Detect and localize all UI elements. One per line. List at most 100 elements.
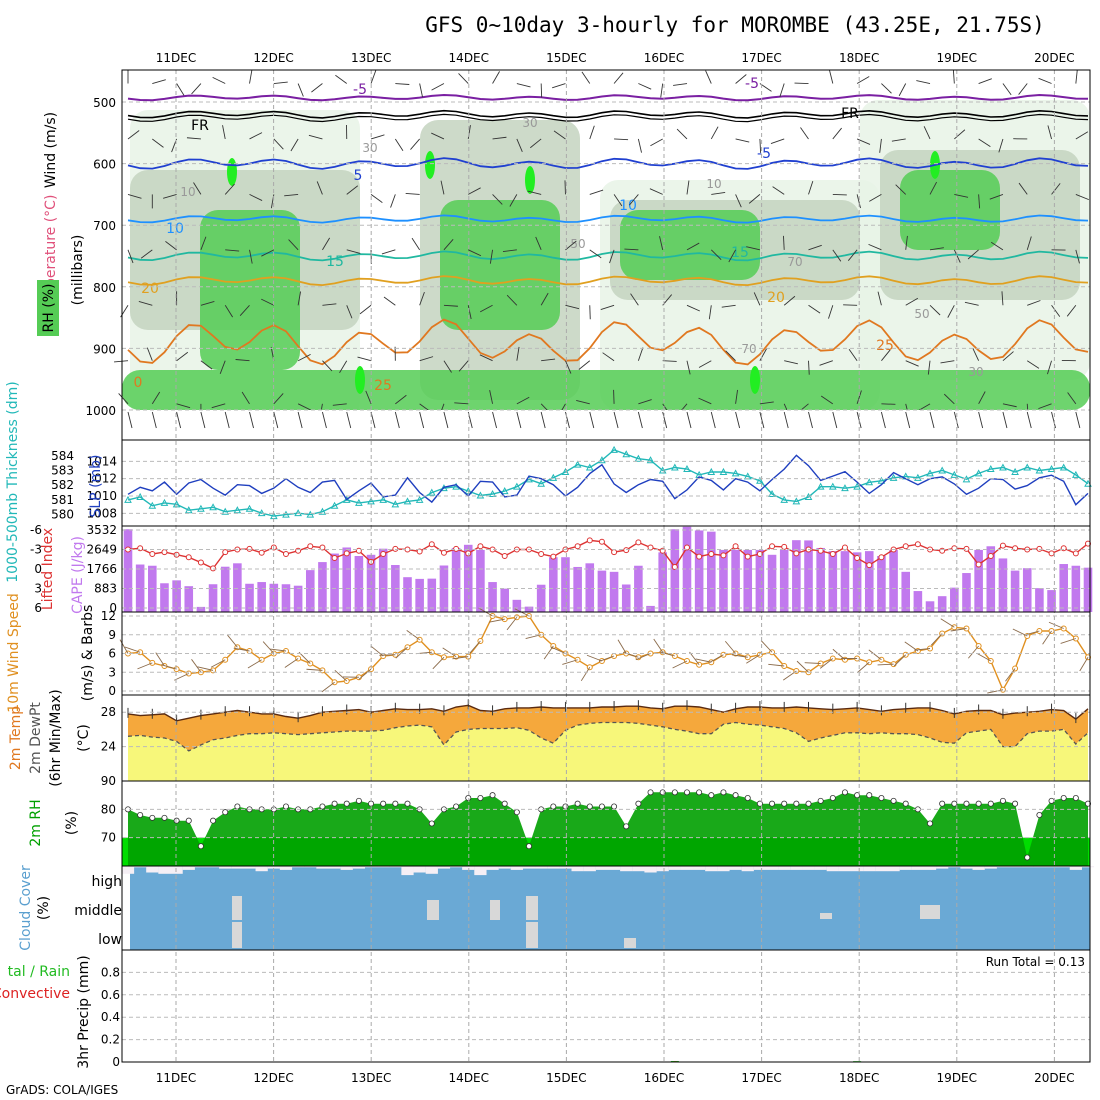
lifted-index-series-point [344, 551, 349, 556]
wind10-barb [725, 641, 735, 653]
cape-bar [877, 556, 886, 612]
cloud-high-gap [693, 866, 705, 870]
rh-contour-label: 10 [180, 185, 195, 199]
lifted-index-series-point [308, 544, 313, 549]
cape-bar [731, 550, 740, 612]
wind10-barb [371, 646, 383, 656]
lifted-index-series-point [988, 554, 993, 559]
precip-convective-label: Convective [0, 986, 70, 1002]
rh2m-point [223, 810, 228, 815]
wind10-barb [1049, 622, 1064, 628]
wind10-barb [322, 682, 335, 692]
wind10-tick: 12 [101, 609, 116, 623]
cloud-gap [920, 905, 940, 919]
lifted-index-series-point [551, 554, 556, 559]
rh2m-point [1061, 795, 1066, 800]
precip-tick: 0.8 [101, 965, 120, 979]
cape-bar [999, 558, 1008, 612]
lifted-index-series-point [830, 552, 835, 557]
cape-bar [1011, 571, 1020, 612]
rh-shading-region [200, 210, 300, 370]
temp-contour-label: -5 [757, 146, 771, 162]
cloud-high-gap [632, 866, 644, 871]
lifted-index-series-point [332, 555, 337, 560]
cape-bar [926, 601, 935, 612]
cloud-high-gap [146, 866, 158, 873]
rh2m-point [563, 804, 568, 809]
footer-label: GrADS: COLA/IGES [6, 1083, 118, 1097]
lifted-index-series-point [223, 550, 228, 555]
rh2m-point [526, 844, 531, 849]
rh-contour-label: 30 [362, 141, 377, 155]
lifted-index-series-point [1000, 543, 1005, 548]
wind10-barb [1043, 631, 1052, 644]
lifted-index-series-point [441, 550, 446, 555]
cape-bar [573, 567, 582, 612]
cape-tick: 2649 [86, 543, 117, 557]
thickness-tick: 580 [51, 508, 74, 522]
temp-contour-label: 10 [166, 221, 184, 237]
date-label-bottom: 17DEC [741, 1071, 781, 1085]
wind10-barb [581, 667, 589, 681]
precip-total-label: tal / Rain [8, 964, 70, 980]
pressure-tick-label: 900 [93, 342, 116, 356]
cape-bar [719, 550, 728, 612]
wind10-barb [192, 659, 201, 672]
rh2m-axis-label: 2m RH [28, 799, 44, 846]
lifted-index-series-point [587, 538, 592, 543]
cloud-axis-label: Cloud Cover [18, 865, 34, 951]
rh2m-point [672, 790, 677, 795]
rh2m-point [927, 821, 932, 826]
cloud-high-gap [900, 866, 912, 870]
cape-bar [172, 580, 181, 612]
date-label-bottom: 18DEC [839, 1071, 879, 1085]
lifted-index-series-point [721, 553, 726, 558]
wind10-tick: 9 [108, 628, 116, 642]
rh2m-point [235, 804, 240, 809]
precip-axis-label: 3hr Precip (mm) [76, 955, 92, 1068]
date-label-bottom: 15DEC [546, 1071, 586, 1085]
rh2m-tick: 70 [101, 831, 116, 845]
lifted-index-series-point [636, 540, 641, 545]
lifted-index-series-point [186, 555, 191, 560]
lifted-index-series-point [782, 544, 787, 549]
date-label-top: 13DEC [351, 51, 391, 65]
cape-bar [816, 548, 825, 612]
wind10-tick: 3 [108, 665, 116, 679]
cape-bar [671, 529, 680, 612]
date-label-top: 18DEC [839, 51, 879, 65]
date-label-top: 17DEC [741, 51, 781, 65]
cloud-high-gap [778, 866, 790, 870]
rh2m-point [976, 801, 981, 806]
cape-bar [379, 549, 388, 612]
cape-bar [865, 551, 874, 612]
cape-bar [221, 567, 230, 612]
wind10-barb [1005, 669, 1015, 682]
wind10-barb [894, 655, 906, 666]
cloud-gap [624, 938, 636, 948]
rh2m-point [332, 801, 337, 806]
lifted-index-series-point [198, 560, 203, 565]
cloud-high-gap [802, 866, 814, 870]
cloud-high-gap [863, 866, 875, 871]
lifted-index-series-point [393, 546, 398, 551]
rh2m-point [466, 795, 471, 800]
pressure-tick-label: 1000 [85, 404, 116, 418]
cloud-high-gap [426, 866, 438, 874]
cloud-high-gap [729, 866, 741, 870]
cape-bar [1047, 590, 1056, 612]
wind10-tick: 6 [108, 647, 116, 661]
wind10-barb [1061, 639, 1076, 644]
rh2m-unit-label: (%) [64, 811, 80, 835]
wind10-barb [526, 635, 542, 639]
rh2m-point [660, 790, 665, 795]
cape-bar [561, 557, 570, 612]
wind10-tick: 0 [108, 684, 116, 698]
cape-bar [233, 563, 242, 612]
thickness-tick: 583 [51, 463, 74, 477]
cape-bar [428, 579, 437, 612]
cape-bar [974, 550, 983, 612]
rh-contour-label: 30 [968, 365, 983, 379]
rh2m-point [769, 801, 774, 806]
wind10-barb [968, 646, 978, 658]
